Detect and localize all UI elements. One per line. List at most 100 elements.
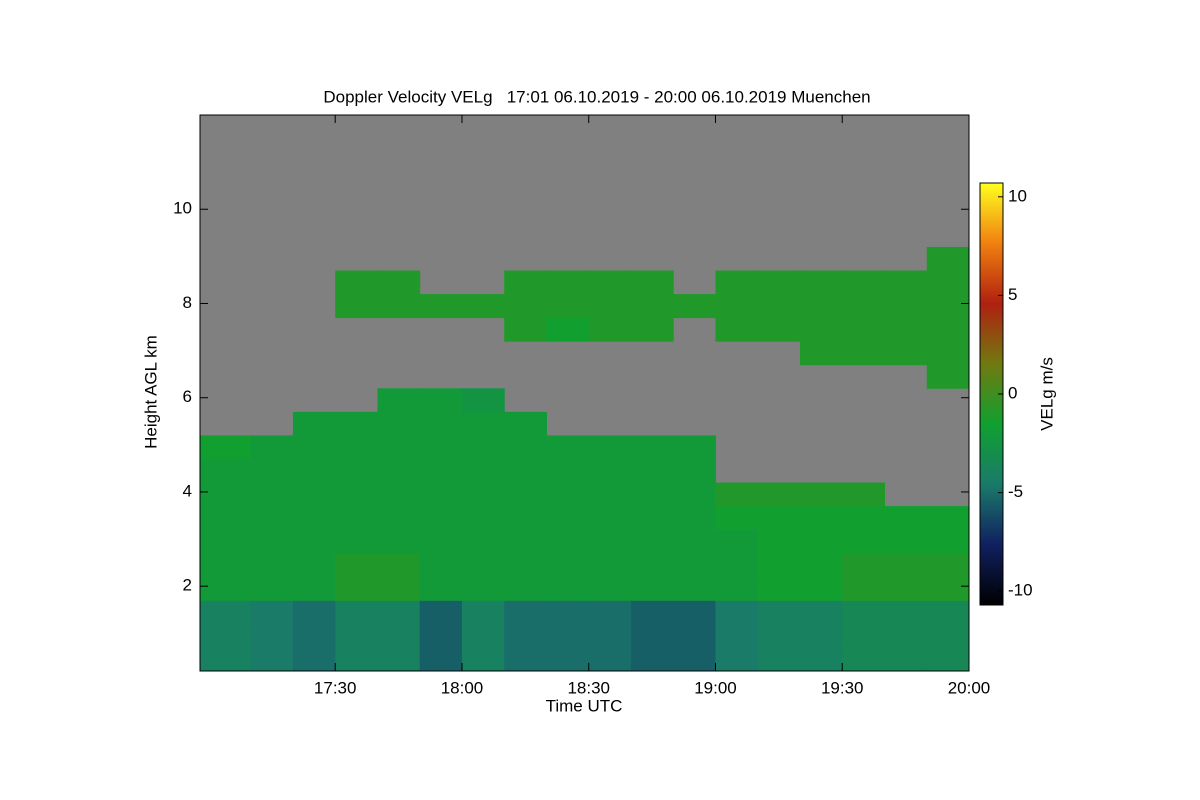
- heatmap-cell: [842, 341, 885, 366]
- heatmap-cell: [926, 341, 970, 366]
- heatmap-cell: [715, 506, 759, 531]
- heatmap-cell: [504, 529, 547, 554]
- heatmap-cell: [200, 576, 252, 601]
- heatmap-cell: [546, 458, 590, 484]
- colorbar-tick-label: 0: [1008, 383, 1017, 402]
- heatmap-cell: [546, 623, 590, 648]
- heatmap-cell: [673, 576, 716, 601]
- heatmap-cell: [757, 270, 801, 295]
- y-axis-label: Height AGL km: [141, 335, 160, 449]
- heatmap-cell: [799, 623, 843, 648]
- heatmap-cell: [884, 600, 928, 625]
- heatmap-cell: [546, 529, 590, 554]
- heatmap-cell: [292, 458, 336, 484]
- heatmap-cell: [461, 482, 505, 507]
- heatmap-cell: [588, 576, 632, 601]
- heatmap-cell: [715, 270, 759, 295]
- colorbar-tick-label: -10: [1008, 581, 1033, 600]
- heatmap-cell: [673, 647, 716, 672]
- heatmap-cell: [799, 529, 843, 554]
- heatmap-cell: [799, 506, 843, 531]
- colorbar-tick-label: 10: [1008, 186, 1027, 205]
- heatmap-cell: [757, 294, 801, 319]
- heatmap-cell: [200, 553, 252, 578]
- heatmap-cell: [335, 458, 378, 484]
- y-tick-label: 2: [183, 576, 192, 595]
- heatmap-cell: [673, 623, 716, 648]
- heatmap-cell: [461, 388, 505, 413]
- heatmap-cell: [335, 294, 378, 319]
- heatmap-cell: [335, 576, 378, 601]
- heatmap-cell: [842, 600, 885, 625]
- heatmap-cell: [292, 576, 336, 601]
- heatmap-cell: [630, 647, 674, 672]
- heatmap-cell: [335, 270, 378, 295]
- heatmap-cell: [377, 647, 421, 672]
- heatmap-cell: [884, 506, 928, 531]
- colorbar-label: VELg m/s: [1037, 357, 1056, 431]
- heatmap-cell: [673, 435, 716, 460]
- heatmap-cell: [842, 553, 885, 578]
- heatmap-cell: [588, 317, 632, 342]
- heatmap-cell: [588, 600, 632, 625]
- heatmap-cell: [630, 600, 674, 625]
- heatmap-cell: [250, 458, 294, 484]
- heatmap-cell: [842, 294, 885, 319]
- heatmap-cell: [926, 317, 970, 342]
- heatmap-cell: [673, 506, 716, 531]
- heatmap-cell: [292, 482, 336, 507]
- heatmap-cell: [588, 506, 632, 531]
- heatmap-cell: [630, 317, 674, 342]
- heatmap-cell: [461, 623, 505, 648]
- heatmap-cell: [504, 647, 547, 672]
- heatmap-cell: [673, 294, 716, 319]
- x-tick-label: 19:30: [821, 678, 864, 697]
- heatmap-cell: [504, 553, 547, 578]
- heatmap-cell: [799, 600, 843, 625]
- heatmap-cell: [799, 270, 843, 295]
- heatmap-cell: [630, 506, 674, 531]
- heatmap-cell: [419, 647, 463, 672]
- heatmap-cell: [419, 482, 463, 507]
- heatmap-cell: [461, 600, 505, 625]
- heatmap-cell: [504, 294, 547, 319]
- heatmap-cell: [546, 294, 590, 319]
- heatmap-cell: [292, 647, 336, 672]
- heatmap-cell: [588, 270, 632, 295]
- heatmap-cell: [630, 623, 674, 648]
- x-tick-label: 19:00: [694, 678, 737, 697]
- heatmap-cell: [504, 576, 547, 601]
- heatmap-cell: [335, 506, 378, 531]
- heatmap-cell: [504, 482, 547, 507]
- heatmap-cell: [292, 529, 336, 554]
- colorbar-tick-label: 5: [1008, 285, 1017, 304]
- heatmap-cell: [461, 411, 505, 436]
- heatmap-cell: [504, 600, 547, 625]
- heatmap-cell: [546, 553, 590, 578]
- heatmap-cell: [377, 529, 421, 554]
- colorbar-tick-label: -5: [1008, 482, 1023, 501]
- heatmap-cell: [715, 576, 759, 601]
- heatmap-cell: [630, 576, 674, 601]
- heatmap-cell: [926, 647, 970, 672]
- heatmap-cell: [588, 482, 632, 507]
- heatmap-cell: [250, 576, 294, 601]
- heatmap-cell: [715, 623, 759, 648]
- heatmap-cell: [250, 600, 294, 625]
- heatmap-cell: [419, 458, 463, 484]
- heatmap-cell: [461, 647, 505, 672]
- heatmap-cell: [200, 600, 252, 625]
- heatmap-cell: [546, 270, 590, 295]
- heatmap-cell: [673, 600, 716, 625]
- y-tick-label: 8: [183, 293, 192, 312]
- heatmap-cell: [588, 623, 632, 648]
- heatmap-cell: [335, 482, 378, 507]
- heatmap-cell: [504, 270, 547, 295]
- heatmap-cell: [842, 270, 885, 295]
- heatmap-cell: [757, 482, 801, 507]
- heatmap-cell: [757, 576, 801, 601]
- heatmap-cell: [926, 506, 970, 531]
- heatmap-cell: [292, 411, 336, 436]
- heatmap-cell: [419, 506, 463, 531]
- heatmap-cell: [842, 482, 885, 507]
